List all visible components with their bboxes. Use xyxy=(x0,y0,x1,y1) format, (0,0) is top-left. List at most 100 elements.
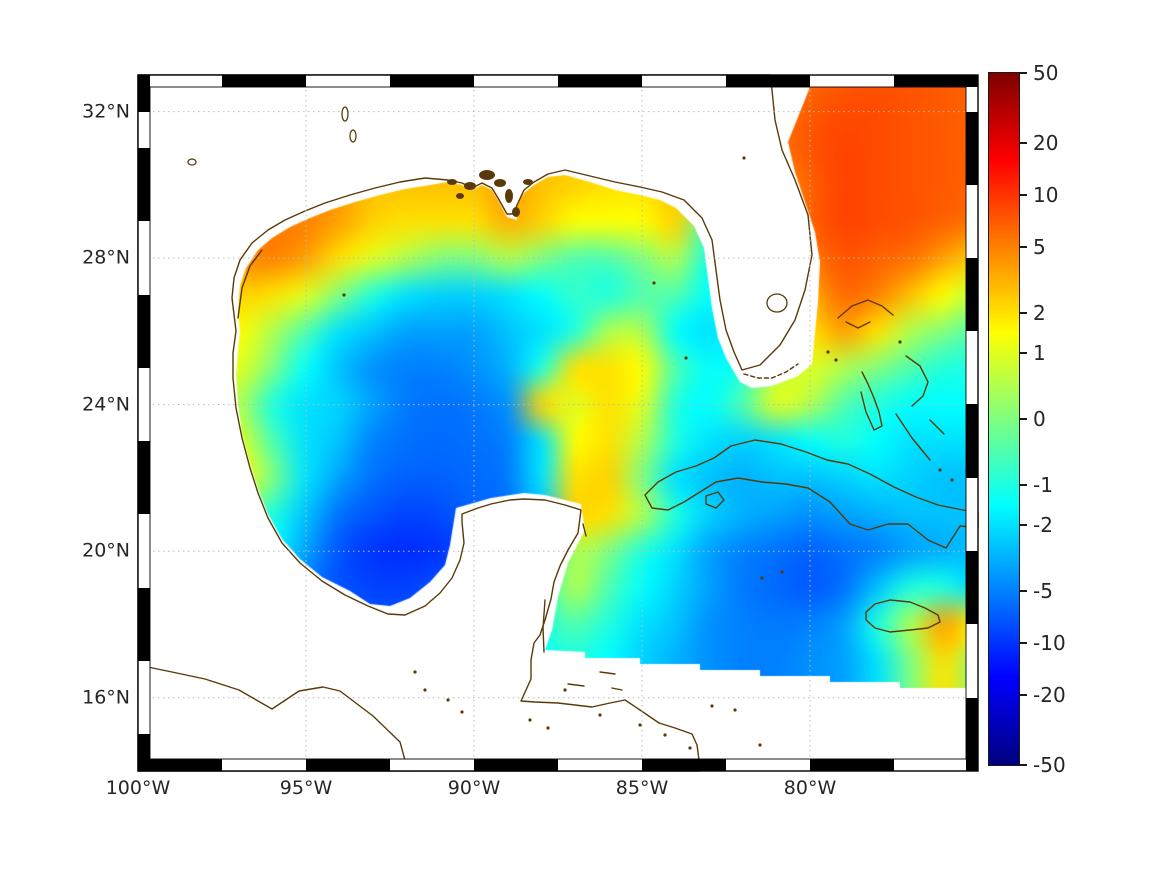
colorbar xyxy=(988,72,1020,766)
island-outline xyxy=(865,599,941,633)
frame-segment xyxy=(966,258,978,331)
island-outline xyxy=(644,439,979,549)
y-tick-label: 20°N xyxy=(82,539,130,562)
marsh-blob xyxy=(523,179,533,185)
colorbar-tick-label: 20 xyxy=(1033,130,1059,155)
x-tick-label: 80°W xyxy=(783,777,837,799)
frame-segment xyxy=(966,698,978,771)
colorbar-tick-mark xyxy=(1019,312,1027,315)
colorbar-tick-label: -20 xyxy=(1033,683,1066,708)
y-tick-label: 28°N xyxy=(82,246,130,269)
islet-speck xyxy=(563,688,567,692)
colorbar-tick-label: -10 xyxy=(1033,631,1066,656)
x-tick-label: 95°W xyxy=(279,777,333,799)
lake-outline xyxy=(349,129,357,143)
islet-speck xyxy=(598,713,602,717)
y-tick-label: 32°N xyxy=(82,100,130,123)
frame-corner-diagonal xyxy=(965,758,979,772)
coastline xyxy=(929,419,945,435)
frame-segment xyxy=(474,759,558,771)
coastline xyxy=(567,683,585,687)
frame-segment xyxy=(642,759,726,771)
marsh-blob xyxy=(512,207,520,217)
frame-segment xyxy=(306,759,390,771)
colorbar-tick-label: 1 xyxy=(1033,341,1046,366)
y-tick-label: 16°N xyxy=(82,686,130,709)
islet-speck xyxy=(950,478,954,482)
islet-speck xyxy=(460,710,464,714)
colorbar-tick-mark xyxy=(1019,764,1027,766)
lake-outline xyxy=(766,293,788,313)
coastline xyxy=(237,249,263,319)
colorbar-tick-mark xyxy=(1019,72,1027,74)
islet-speck xyxy=(663,733,667,737)
colorbar-tick-label: -50 xyxy=(1033,753,1066,777)
coastline xyxy=(137,664,409,772)
land-coastline xyxy=(137,74,813,772)
islet-speck xyxy=(528,718,532,722)
islet-speck xyxy=(760,576,764,580)
marsh-blob xyxy=(479,170,495,180)
islet-speck xyxy=(413,670,417,674)
lake-outline xyxy=(341,106,349,122)
coastline xyxy=(542,599,546,653)
coastline xyxy=(895,413,931,461)
x-tick-label: 85°W xyxy=(615,777,669,799)
marsh-blob xyxy=(447,179,457,185)
islet-speck xyxy=(342,293,346,297)
colorbar-tick-mark xyxy=(1019,590,1027,593)
islet-speck xyxy=(446,698,450,702)
frame-segment xyxy=(966,112,978,185)
x-tick-label: 90°W xyxy=(447,777,501,799)
florida-keys-line xyxy=(743,363,799,379)
colorbar-tick-label: 2 xyxy=(1033,301,1046,326)
islet-speck xyxy=(638,723,642,727)
colorbar-tick-mark xyxy=(1019,245,1027,248)
islet-speck xyxy=(826,350,830,354)
islet-speck xyxy=(898,340,902,344)
frame-segment xyxy=(966,404,978,478)
frame-corner-diagonal xyxy=(137,74,151,88)
coastline xyxy=(582,523,587,537)
colorbar-tick-label: -2 xyxy=(1033,512,1053,537)
frame-segment xyxy=(138,759,222,771)
colorbar-tick-mark xyxy=(1019,193,1027,196)
colorbar-tick-label: -5 xyxy=(1033,579,1053,604)
island-outline xyxy=(705,491,725,509)
islet-speck xyxy=(546,726,550,730)
frame-corner-diagonal xyxy=(137,758,151,772)
marsh-blob xyxy=(456,193,464,199)
colorbar-tick-mark xyxy=(1019,642,1027,645)
coastline xyxy=(611,687,623,691)
colorbar-tick-mark xyxy=(1019,352,1027,355)
marsh-blob xyxy=(494,179,506,187)
coastline xyxy=(860,371,883,431)
marsh-blob xyxy=(464,182,476,190)
frame-segment xyxy=(558,75,642,87)
colorbar-tick-label: 10 xyxy=(1033,182,1059,207)
frame-segment xyxy=(966,551,978,624)
frame-segment xyxy=(138,295,150,368)
coastline xyxy=(845,321,871,329)
x-tick-label: 100°W xyxy=(105,777,171,799)
colorbar-tick-label: 5 xyxy=(1033,234,1046,259)
frame-segment xyxy=(810,759,894,771)
islet-speck xyxy=(423,688,427,692)
islet-speck xyxy=(834,358,838,362)
y-tick-label: 24°N xyxy=(82,393,130,416)
frame-segment xyxy=(894,75,978,87)
frame-segment xyxy=(138,441,150,514)
frame-segment xyxy=(390,75,474,87)
islet-speck xyxy=(938,468,942,472)
frame-inner-border xyxy=(149,86,967,760)
islet-speck xyxy=(733,708,737,712)
islet-speck xyxy=(742,156,746,160)
colorbar-tick-mark xyxy=(1019,694,1027,697)
colorbar-tick-label: 50 xyxy=(1033,61,1059,85)
frame-segment xyxy=(726,75,810,87)
frame-outer-border xyxy=(137,74,979,772)
marsh-blob xyxy=(505,189,513,203)
coastline xyxy=(837,299,894,319)
coastline xyxy=(905,355,929,407)
